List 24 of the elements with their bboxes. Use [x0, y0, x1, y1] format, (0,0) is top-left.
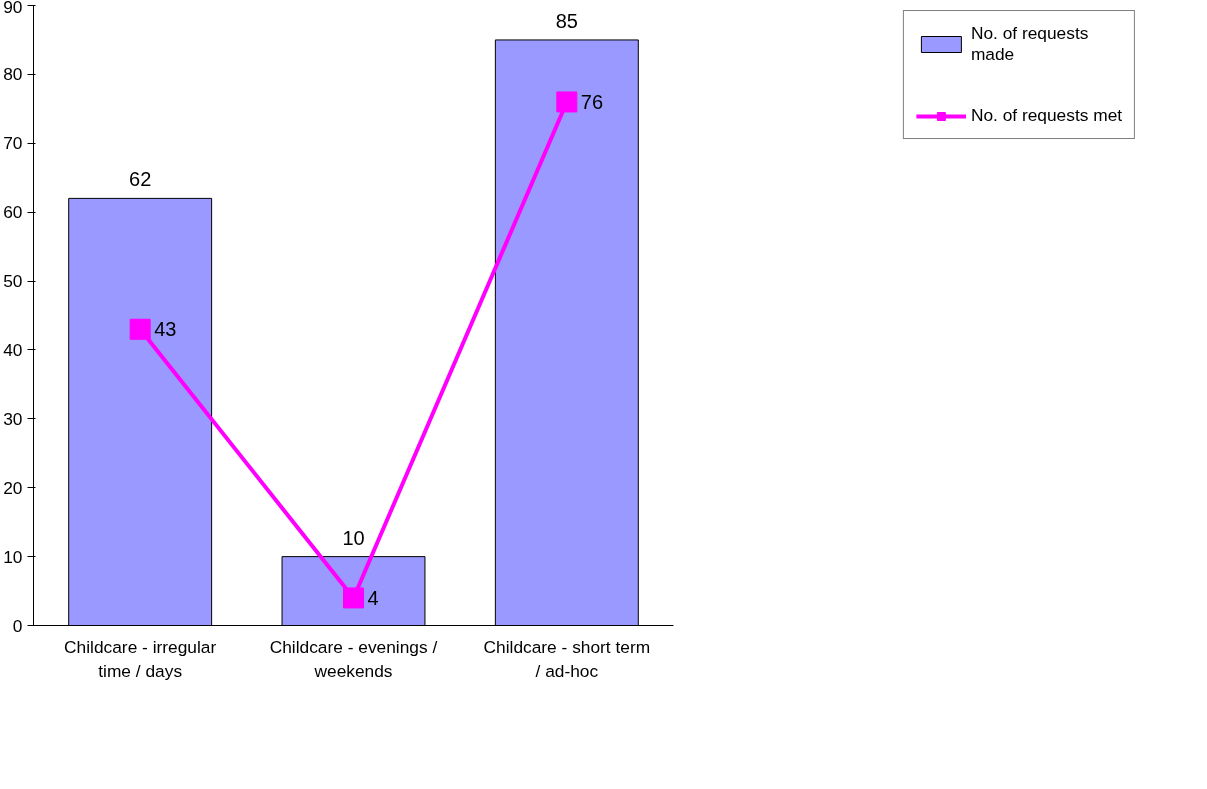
y-tick-label: 10: [3, 546, 23, 567]
point: [556, 91, 578, 113]
legend-label: No. of requests made: [970, 23, 1089, 65]
point: [129, 318, 151, 340]
data-label: 62: [129, 168, 152, 191]
x-tick-label: Childcare - evenings / weekends: [269, 636, 438, 681]
x-tick-label: Childcare - irregular time / days: [64, 636, 217, 681]
y-tick-label: 40: [3, 339, 23, 360]
y-tick-label: 90: [3, 0, 23, 17]
y-tick-label: 20: [3, 477, 23, 498]
y-tick-label: 60: [3, 202, 23, 223]
y-tick-label: 50: [3, 271, 23, 292]
data-label: 85: [555, 9, 578, 32]
data-label: 10: [342, 526, 365, 549]
y-tick-label: 30: [3, 408, 23, 429]
point: [343, 587, 364, 609]
legend-label: No. of requests met: [970, 105, 1123, 126]
data-label: 4: [367, 586, 379, 609]
y-tick-label: 0: [12, 615, 23, 636]
x-tick-label: Childcare - short term / ad-hoc: [483, 636, 651, 681]
y-tick-label: 70: [3, 133, 23, 154]
y-tick-label: 80: [3, 64, 23, 85]
data-label: 76: [580, 90, 604, 113]
data-label: 43: [154, 318, 177, 341]
